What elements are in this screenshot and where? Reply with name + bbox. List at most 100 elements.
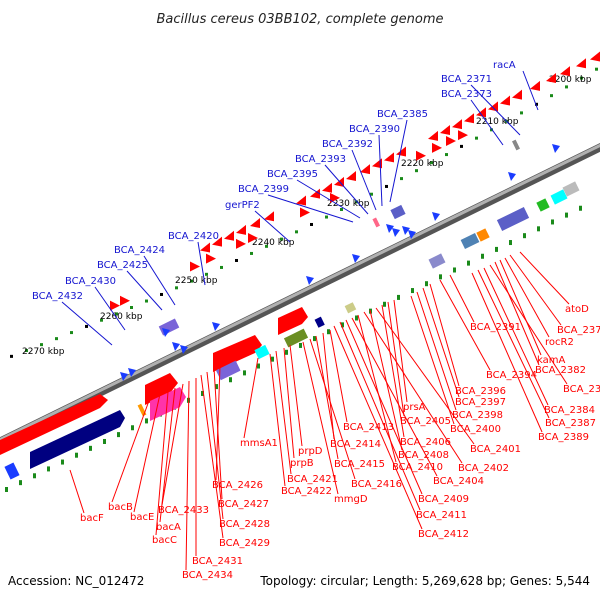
gene-arrow-forward[interactable] <box>250 218 260 229</box>
gene-arrow-forward[interactable] <box>440 124 450 135</box>
gene-label-inner[interactable]: BCA_2408 <box>398 450 449 461</box>
feature-marker[interactable] <box>408 230 416 239</box>
feature-marker[interactable] <box>212 322 220 331</box>
feature-marker[interactable] <box>128 368 136 377</box>
gene-label-inner[interactable]: BCA_2400 <box>450 424 501 435</box>
gene-block-cyan[interactable] <box>254 344 270 360</box>
gene-label-inner[interactable]: BCA_2409 <box>418 494 469 505</box>
gene-arrow-forward[interactable] <box>372 158 382 169</box>
gene-arrow-reverse[interactable] <box>416 150 426 161</box>
gene-label-inner[interactable]: atoD <box>565 304 589 315</box>
gene-label-outer[interactable]: racA <box>493 60 516 71</box>
gene-label-inner[interactable]: BCA_2422 <box>281 486 332 497</box>
gene-block-bacF[interactable] <box>30 410 125 469</box>
gene-arrow-forward[interactable] <box>560 66 570 77</box>
gene-arrow-forward[interactable] <box>452 119 462 130</box>
gene-arrow-reverse[interactable] <box>330 192 340 203</box>
gene-arrow-forward[interactable] <box>296 195 306 206</box>
gene-label-inner[interactable]: mmgD <box>334 494 368 505</box>
feature-marker[interactable] <box>386 224 394 233</box>
gene-label-inner[interactable]: BCA_2434 <box>182 570 233 581</box>
gene-label-inner[interactable]: BCA_2428 <box>219 519 270 530</box>
gene-arrow-forward[interactable] <box>546 73 556 84</box>
gene-label-inner[interactable]: BCA_2387 <box>545 418 596 429</box>
gene-block-lavender[interactable] <box>428 253 446 269</box>
gene-label-outer[interactable]: BCA_2371 <box>441 74 492 85</box>
feature-marker[interactable] <box>402 226 410 235</box>
gene-arrow-forward[interactable] <box>428 130 438 141</box>
gene-block-pink[interactable] <box>150 387 186 421</box>
gene-arrow-reverse[interactable] <box>190 261 200 272</box>
gene-label-inner[interactable]: BCA_2391 <box>470 322 521 333</box>
gene-label-outer[interactable]: gerPF2 <box>225 200 260 211</box>
gene-arrow-reverse[interactable] <box>458 130 468 141</box>
gene-label-outer[interactable]: BCA_2392 <box>322 139 373 150</box>
gene-label-inner[interactable]: BCA_2397 <box>455 397 506 408</box>
gene-label-outer[interactable]: BCA_2385 <box>377 109 428 120</box>
gene-block-olive[interactable] <box>283 328 309 348</box>
gene-arrow-reverse[interactable] <box>446 136 456 147</box>
gene-arrow-forward[interactable] <box>264 211 274 222</box>
gene-label-inner[interactable]: BCA_2396 <box>455 386 506 397</box>
gene-arrow-reverse[interactable] <box>432 142 442 153</box>
feature-marker[interactable] <box>306 276 314 285</box>
gene-label-inner[interactable]: BCA_2389 <box>538 432 589 443</box>
gene-label-inner[interactable]: BCA_2414 <box>330 439 381 450</box>
gene-arrow-forward[interactable] <box>464 113 474 124</box>
gene-arrow-forward[interactable] <box>488 101 498 112</box>
gene-label-inner[interactable]: bacE <box>130 512 154 523</box>
gene-label-inner[interactable]: bacA <box>156 522 181 533</box>
gene-block-forward-3[interactable] <box>213 335 262 372</box>
gene-block-navy[interactable] <box>314 316 325 328</box>
gene-block-green[interactable] <box>536 198 550 212</box>
gene-label-inner[interactable]: BCA_2433 <box>158 505 209 516</box>
gene-label-outer[interactable]: BCA_2393 <box>295 154 346 165</box>
gene-label-inner[interactable]: mmsA1 <box>240 438 278 449</box>
gene-block-slateblue[interactable] <box>496 207 530 231</box>
feature-marker[interactable] <box>432 212 440 221</box>
gene-block-orange-2[interactable] <box>476 228 490 242</box>
gene-label-inner[interactable]: BCA_2413 <box>343 422 394 433</box>
gene-label-outer[interactable]: BCA_2420 <box>168 231 219 242</box>
gene-label-inner[interactable]: rocR2 <box>545 337 574 348</box>
gene-arrow-forward[interactable] <box>476 107 486 118</box>
gene-label-inner[interactable]: prsA <box>403 402 426 413</box>
gene-label-inner[interactable]: BCA_2398 <box>452 410 503 421</box>
gene-arrow-reverse[interactable] <box>248 233 258 244</box>
gene-arrow-forward[interactable] <box>236 224 246 235</box>
gene-label-outer[interactable]: BCA_2390 <box>349 124 400 135</box>
gene-arrow-reverse[interactable] <box>110 300 120 311</box>
gene-label-inner[interactable]: BCA_2394 <box>486 370 537 381</box>
gene-arrow-reverse[interactable] <box>300 207 310 218</box>
feature-marker[interactable] <box>392 228 400 237</box>
gene-arrow-reverse[interactable] <box>206 253 216 264</box>
gene-arrow-forward[interactable] <box>396 146 406 157</box>
gene-arrow-forward[interactable] <box>212 236 222 247</box>
gene-label-inner[interactable]: BCA_2415 <box>334 459 385 470</box>
gene-arrow-forward[interactable] <box>310 188 320 199</box>
gene-block-khaki[interactable] <box>344 302 357 314</box>
gene-block-cyan-2[interactable] <box>550 189 568 205</box>
gene-block-purple[interactable] <box>215 360 241 381</box>
gene-label-outer[interactable]: BCA_2399 <box>238 184 289 195</box>
gene-label-inner[interactable]: BCA_2384 <box>544 405 595 416</box>
feature-marker[interactable] <box>172 342 180 351</box>
gene-label-inner[interactable]: prpD <box>298 446 323 457</box>
feature-marker[interactable] <box>162 328 170 337</box>
gene-label-inner[interactable]: BCA_2382 <box>535 365 586 376</box>
feature-marker[interactable] <box>508 172 516 181</box>
gene-label-inner[interactable]: BCA_2412 <box>418 529 469 540</box>
gene-label-inner[interactable]: BCA_2429 <box>219 538 270 549</box>
gene-block-forward-4[interactable] <box>278 307 308 335</box>
gene-arrow-forward[interactable] <box>500 95 510 106</box>
gene-arrow-forward[interactable] <box>200 242 210 253</box>
gene-label-inner[interactable]: BCA_2379 <box>557 325 600 336</box>
gene-label-inner[interactable]: BCA_2383 <box>563 384 600 395</box>
gene-arrow-forward[interactable] <box>576 58 586 69</box>
gene-label-inner[interactable]: bacF <box>80 513 104 524</box>
gene-block-forward-2[interactable] <box>145 373 178 405</box>
gene-label-inner[interactable]: BCA_2401 <box>470 444 521 455</box>
feature-marker[interactable] <box>552 144 560 153</box>
gene-arrow-reverse[interactable] <box>120 295 130 306</box>
gene-arrow-forward[interactable] <box>590 51 600 62</box>
